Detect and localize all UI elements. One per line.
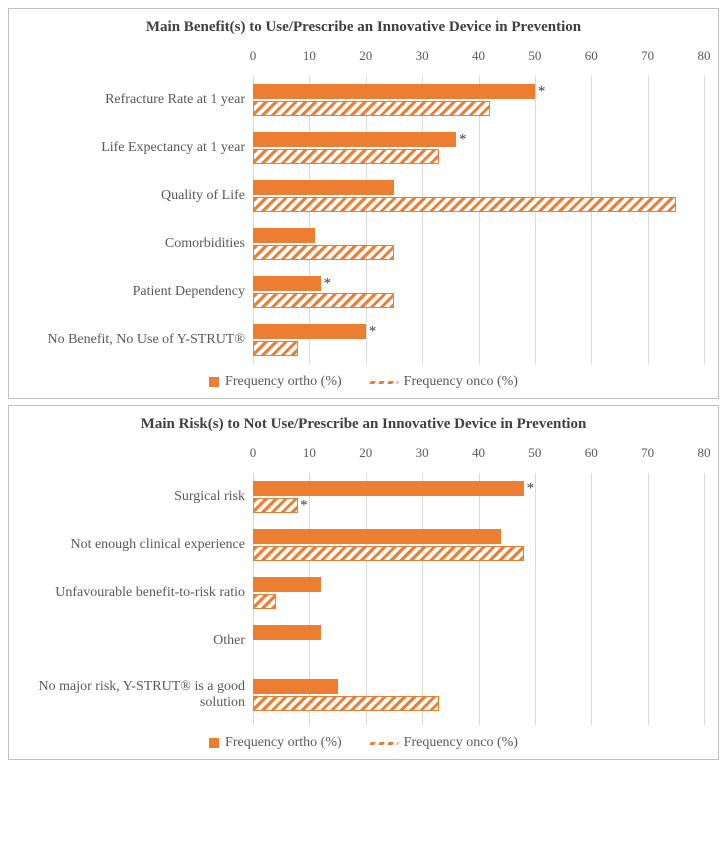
tick-label: 40	[472, 445, 485, 461]
swatch-icon	[369, 742, 399, 745]
tick-label: 20	[359, 48, 372, 64]
data-row: Life Expectancy at 1 year*	[23, 124, 704, 172]
data-row: Patient Dependency*	[23, 268, 704, 316]
category-label: Refracture Rate at 1 year	[23, 92, 253, 108]
tick-label: 70	[641, 445, 654, 461]
bar-ortho: *	[253, 324, 366, 339]
rows-container: Surgical risk**Not enough clinical exper…	[23, 473, 704, 725]
bar-onco	[253, 149, 439, 164]
data-row: Unfavourable benefit-to-risk ratio	[23, 569, 704, 617]
category-label: Quality of Life	[23, 188, 253, 204]
bar-ortho	[253, 529, 501, 544]
data-row: Comorbidities	[23, 220, 704, 268]
bar-onco	[253, 245, 394, 260]
swatch-icon	[209, 377, 219, 387]
mark-ortho: *	[527, 480, 535, 497]
tick-label: 70	[641, 48, 654, 64]
tick-label: 60	[585, 48, 598, 64]
swatch-icon	[369, 381, 399, 384]
data-row: Quality of Life	[23, 172, 704, 220]
mark-ortho: *	[324, 275, 332, 292]
bar-ortho: *	[253, 276, 321, 291]
tick-label: 80	[698, 445, 711, 461]
swatch-icon	[209, 738, 219, 748]
category-label: Other	[23, 633, 253, 649]
chart-panel-0: Main Benefit(s) to Use/Prescribe an Inno…	[8, 8, 719, 399]
legend-label: Frequency ortho (%)	[225, 735, 342, 751]
category-label: No major risk, Y-STRUT® is a good soluti…	[23, 679, 253, 711]
bar-ortho	[253, 625, 321, 640]
bar-onco	[253, 293, 394, 308]
data-row: No major risk, Y-STRUT® is a good soluti…	[23, 665, 704, 725]
bar-onco	[253, 101, 490, 116]
bar-ortho	[253, 180, 394, 195]
data-row: Other	[23, 617, 704, 665]
tick-label: 0	[250, 445, 257, 461]
axis-row: 01020304050607080	[23, 445, 704, 467]
bar-onco	[253, 341, 298, 356]
bar-onco	[253, 546, 524, 561]
data-row: Refracture Rate at 1 year*	[23, 76, 704, 124]
legend-item-onco: Frequency onco (%)	[370, 735, 518, 751]
data-row: Surgical risk**	[23, 473, 704, 521]
legend-label: Frequency ortho (%)	[225, 374, 342, 390]
tick-label: 20	[359, 445, 372, 461]
category-label: No Benefit, No Use of Y-STRUT®	[23, 332, 253, 348]
bar-ortho	[253, 228, 315, 243]
bar-onco: *	[253, 498, 298, 513]
legend-item-ortho: Frequency ortho (%)	[209, 374, 342, 390]
category-label: Comorbidities	[23, 236, 253, 252]
mark-ortho: *	[538, 83, 546, 100]
bar-ortho: *	[253, 481, 524, 496]
tick-label: 10	[303, 445, 316, 461]
category-label: Life Expectancy at 1 year	[23, 140, 253, 156]
tick-label: 40	[472, 48, 485, 64]
tick-label: 60	[585, 445, 598, 461]
tick-label: 30	[416, 48, 429, 64]
category-label: Not enough clinical experience	[23, 537, 253, 553]
bar-ortho	[253, 679, 338, 694]
tick-label: 50	[528, 48, 541, 64]
bar-ortho: *	[253, 132, 456, 147]
legend-label: Frequency onco (%)	[404, 735, 518, 751]
bar-onco	[253, 594, 276, 609]
tick-label: 10	[303, 48, 316, 64]
legend: Frequency ortho (%) Frequency onco (%)	[23, 374, 704, 390]
mark-onco: *	[300, 497, 308, 514]
data-row: No Benefit, No Use of Y-STRUT®*	[23, 316, 704, 364]
tick-label: 50	[528, 445, 541, 461]
tick-label: 0	[250, 48, 257, 64]
rows-container: Refracture Rate at 1 year*Life Expectanc…	[23, 76, 704, 364]
category-label: Patient Dependency	[23, 284, 253, 300]
chart-title: Main Benefit(s) to Use/Prescribe an Inno…	[23, 19, 704, 36]
bar-ortho	[253, 577, 321, 592]
bar-onco	[253, 197, 676, 212]
legend: Frequency ortho (%) Frequency onco (%)	[23, 735, 704, 751]
category-label: Unfavourable benefit-to-risk ratio	[23, 585, 253, 601]
chart-title: Main Risk(s) to Not Use/Prescribe an Inn…	[23, 416, 704, 433]
data-row: Not enough clinical experience	[23, 521, 704, 569]
category-label: Surgical risk	[23, 489, 253, 505]
tick-label: 30	[416, 445, 429, 461]
legend-item-ortho: Frequency ortho (%)	[209, 735, 342, 751]
legend-label: Frequency onco (%)	[404, 374, 518, 390]
bar-ortho: *	[253, 84, 535, 99]
tick-label: 80	[698, 48, 711, 64]
legend-item-onco: Frequency onco (%)	[370, 374, 518, 390]
axis-row: 01020304050607080	[23, 48, 704, 70]
mark-ortho: *	[459, 131, 467, 148]
chart-panel-1: Main Risk(s) to Not Use/Prescribe an Inn…	[8, 405, 719, 760]
bar-onco	[253, 696, 439, 711]
mark-ortho: *	[369, 323, 377, 340]
